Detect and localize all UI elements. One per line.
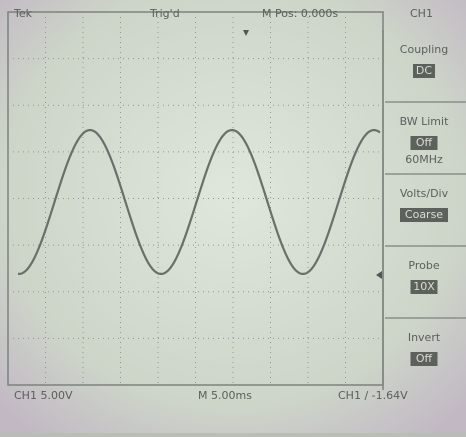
menu-note: 60MHz xyxy=(405,153,443,166)
menu-label: Volts/Div xyxy=(400,187,449,200)
menu-value-box xyxy=(413,64,435,78)
menu-value-text: Coarse xyxy=(405,208,443,221)
menu-value-box xyxy=(400,208,448,222)
waveform xyxy=(18,128,381,275)
side-menu: Coupling DC BW Limit Off 60MHz Volts/Div Coars… xyxy=(385,43,466,366)
menu-value-box xyxy=(410,352,438,366)
graticule xyxy=(8,12,383,385)
menu-value-text: DC xyxy=(416,64,432,77)
header-brand: Tek xyxy=(13,7,33,20)
menu-value-text: Off xyxy=(416,136,433,149)
menu-label: BW Limit xyxy=(400,115,449,128)
timebase: M 5.00ms xyxy=(198,389,252,402)
trigger-position-marker xyxy=(243,30,249,36)
header-position: M Pos: 0.000s xyxy=(262,7,338,20)
header-channel: CH1 xyxy=(410,7,433,20)
menu-value-text: 10X xyxy=(413,280,435,293)
menu-label: Invert xyxy=(408,331,441,344)
menu-value: Coarse xyxy=(400,208,448,222)
menu-value-box xyxy=(410,280,438,294)
menu-value-text: Off xyxy=(416,352,433,365)
menu-value: 10X xyxy=(410,280,438,294)
menu-label: Probe xyxy=(408,259,439,272)
menu-value: DC xyxy=(413,64,435,78)
trigger-level-marker xyxy=(376,271,382,279)
menu-label: Coupling xyxy=(400,43,448,56)
menu-value-box xyxy=(410,136,438,150)
menu-value: Off xyxy=(410,136,438,150)
header-status: Trig'd xyxy=(149,7,180,20)
trigger-readout: CH1 ∕ -1.64V xyxy=(338,389,408,402)
menu-value: Off xyxy=(410,352,438,366)
channel-scale: CH1 5.00V xyxy=(14,389,73,402)
